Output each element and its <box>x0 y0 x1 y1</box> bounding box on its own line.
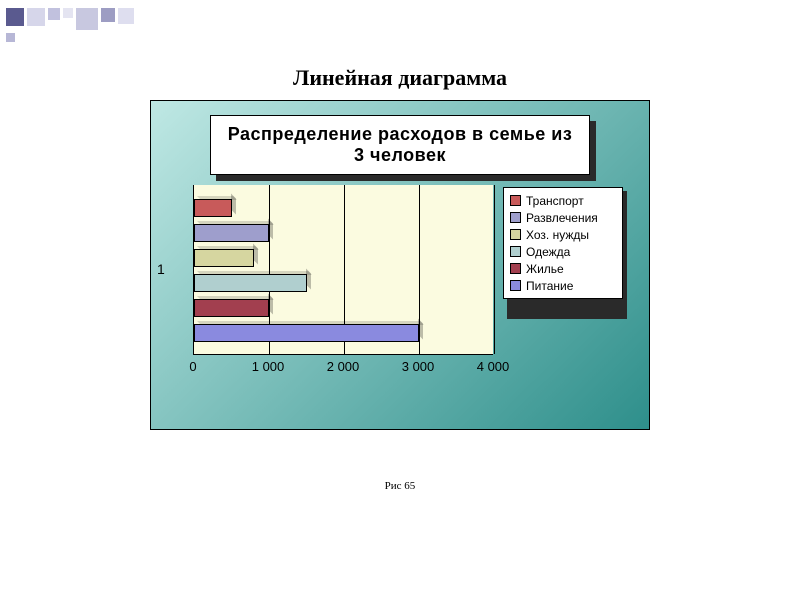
chart-title-wrap: Распределение расходов в семье из 3 чело… <box>210 115 590 175</box>
legend-label: Жилье <box>526 262 564 276</box>
decor-square <box>6 8 24 26</box>
legend-item: Транспорт <box>510 192 616 209</box>
x-tick-label: 4 000 <box>477 359 510 374</box>
decorative-squares <box>6 8 136 42</box>
plot-wrap: 1 01 0002 0003 0004 000 <box>173 185 493 379</box>
decor-square <box>27 8 45 26</box>
bar-Жилье <box>194 299 269 317</box>
bar-Одежда <box>194 274 307 292</box>
page-title: Линейная диаграмма <box>0 65 800 91</box>
bar-Хоз. нужды <box>194 249 254 267</box>
x-tick-label: 1 000 <box>252 359 285 374</box>
decor-square <box>76 8 98 30</box>
legend-item: Одежда <box>510 243 616 260</box>
legend-swatch <box>510 212 521 223</box>
legend-label: Одежда <box>526 245 570 259</box>
legend-swatch <box>510 280 521 291</box>
bar-Транспорт <box>194 199 232 217</box>
decor-square <box>6 33 15 42</box>
x-tick-label: 2 000 <box>327 359 360 374</box>
legend-label: Хоз. нужды <box>526 228 589 242</box>
legend-item: Жилье <box>510 260 616 277</box>
legend-label: Питание <box>526 279 573 293</box>
legend-swatch <box>510 246 521 257</box>
plot-area <box>193 185 493 355</box>
bar-Развлечения <box>194 224 269 242</box>
chart-panel: Распределение расходов в семье из 3 чело… <box>150 100 650 430</box>
legend-label: Транспорт <box>526 194 584 208</box>
legend: Транспорт Развлечения Хоз. нужды Одежда Жиль… <box>503 187 623 299</box>
decor-square <box>101 8 115 22</box>
decor-square <box>48 8 60 20</box>
legend-wrap: Транспорт Развлечения Хоз. нужды Одежда Жиль… <box>503 187 623 299</box>
chart-title: Распределение расходов в семье из 3 чело… <box>210 115 590 175</box>
y-axis-category-label: 1 <box>157 261 165 277</box>
legend-item: Питание <box>510 277 616 294</box>
x-tick-label: 0 <box>189 359 196 374</box>
legend-item: Хоз. нужды <box>510 226 616 243</box>
x-axis-ticks: 01 0002 0003 0004 000 <box>193 355 493 379</box>
legend-swatch <box>510 263 521 274</box>
x-tick-label: 3 000 <box>402 359 435 374</box>
legend-item: Развлечения <box>510 209 616 226</box>
legend-swatch <box>510 229 521 240</box>
plot-row: 1 01 0002 0003 0004 000 ТранспортРазвлеч… <box>173 185 637 379</box>
decor-square <box>118 8 134 24</box>
decor-square <box>63 8 73 18</box>
legend-label: Развлечения <box>526 211 598 225</box>
figure-caption: Рис 65 <box>0 480 800 492</box>
legend-swatch <box>510 195 521 206</box>
gridline <box>494 185 495 354</box>
bar-Питание <box>194 324 419 342</box>
